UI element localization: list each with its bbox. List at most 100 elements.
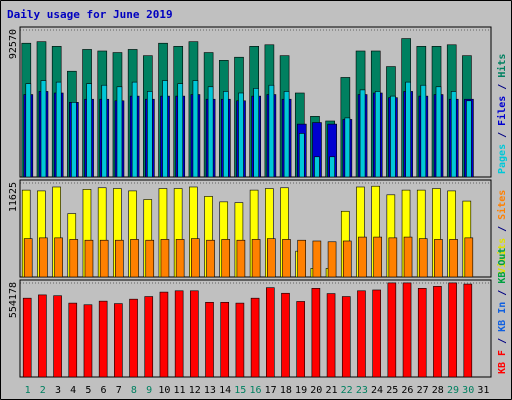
bar-kb-f [281, 292, 290, 378]
bar-kb-f [311, 288, 321, 378]
legend-text: / [497, 284, 508, 302]
bar-sites [388, 237, 398, 278]
bar-pages [177, 83, 184, 178]
bar-pages [223, 91, 229, 178]
x-tick-label: 1 [25, 385, 31, 396]
bar-sites [236, 239, 246, 278]
bar-pages [374, 91, 381, 178]
x-tick-label: 15 [234, 385, 246, 396]
bar-sites [358, 236, 367, 278]
bar-pages [314, 156, 320, 178]
bar-pages [329, 156, 335, 178]
x-tick-label: 24 [371, 385, 383, 396]
bar-sites [373, 236, 382, 278]
y-max-label: 554178 [8, 282, 19, 318]
series-sites [23, 236, 474, 278]
bar-pages [268, 84, 275, 178]
bar-kb-f [235, 302, 245, 378]
legend-text: Hits [496, 54, 508, 78]
bar-sites [175, 239, 185, 278]
bar-kb-f [53, 295, 62, 378]
bar-sites [84, 239, 94, 278]
bar-kb-f [387, 282, 397, 378]
bar-kb-f [205, 301, 214, 378]
bar-kb-f [190, 290, 199, 378]
x-tick-label: 30 [462, 385, 474, 396]
bar-kb-f [357, 290, 366, 378]
bar-sites [327, 241, 337, 278]
bar-kb-f [265, 287, 275, 378]
bar-kb-f [463, 283, 473, 378]
x-tick-label: 28 [432, 385, 444, 396]
bar-sites [145, 239, 155, 278]
bar-pages [207, 86, 214, 178]
series-legend: Visits / Sites [496, 190, 508, 274]
bar-kb-f [417, 288, 427, 378]
bar-pages [131, 81, 138, 178]
bar-sites [39, 237, 48, 278]
bar-pages [238, 92, 244, 178]
bar-sites [221, 239, 231, 278]
bar-kb-f [220, 301, 230, 378]
bar-sites [342, 240, 352, 278]
series-legend: KB F / KB In / KB Out [497, 248, 508, 374]
bar-sites [464, 237, 474, 278]
bar-kb-f [341, 296, 351, 378]
bar-kb-f [402, 282, 412, 378]
legend-text: KB F [497, 350, 508, 374]
bar-pages [298, 133, 305, 178]
bar-sites [434, 239, 443, 278]
bar-sites [23, 238, 33, 278]
bar-sites [115, 239, 124, 278]
bar-pages [116, 86, 123, 178]
bar-pages [101, 84, 108, 178]
x-tick-label: 19 [295, 385, 307, 396]
bar-pages [344, 117, 351, 178]
legend-text: / [497, 78, 508, 96]
x-tick-label: 6 [101, 385, 107, 396]
x-tick-label: 7 [116, 385, 122, 396]
legend-text: / [497, 220, 508, 238]
legend-text: / [497, 332, 508, 350]
bar-kb-f [22, 297, 32, 378]
bar-kb-f [68, 302, 78, 378]
bar-sites [191, 238, 200, 278]
legend-text: Files [496, 96, 508, 126]
bar-sites [206, 239, 215, 278]
chart-panel-middle: 11625 Visits / Sites [8, 179, 508, 278]
x-tick-label: 22 [341, 385, 353, 396]
bar-sites [312, 240, 322, 278]
bar-pages [435, 86, 442, 178]
bar-sites [69, 239, 79, 278]
bar-sites [251, 239, 261, 278]
x-tick-label: 17 [265, 385, 277, 396]
bar-pages [450, 91, 457, 178]
bar-pages [162, 80, 168, 178]
y-max-label: 92570 [8, 29, 19, 59]
series-pages [25, 80, 472, 178]
x-tick-label: 31 [477, 385, 489, 396]
bar-sites [418, 238, 428, 278]
bar-pages [71, 102, 77, 178]
bar-sites [282, 239, 291, 278]
x-tick-label: 11 [174, 385, 186, 396]
bar-pages [86, 83, 92, 178]
x-tick-label: 14 [219, 385, 231, 396]
bar-sites [160, 239, 170, 278]
bar-sites [130, 239, 139, 278]
x-tick-label: 25 [386, 385, 398, 396]
legend-text: / [497, 126, 508, 144]
bar-kb-f [159, 291, 169, 378]
series-kb-f [22, 282, 473, 378]
legend-text: Visits [496, 238, 508, 274]
x-tick-label: 13 [204, 385, 216, 396]
x-tick-label: 29 [447, 385, 459, 396]
bar-kb-f [250, 297, 260, 378]
bar-sites [449, 239, 458, 278]
bar-kb-f [296, 301, 305, 378]
bar-kb-f [174, 290, 184, 378]
x-tick-label: 27 [417, 385, 429, 396]
bar-pages [359, 89, 366, 178]
legend-text: Sites [496, 190, 508, 220]
